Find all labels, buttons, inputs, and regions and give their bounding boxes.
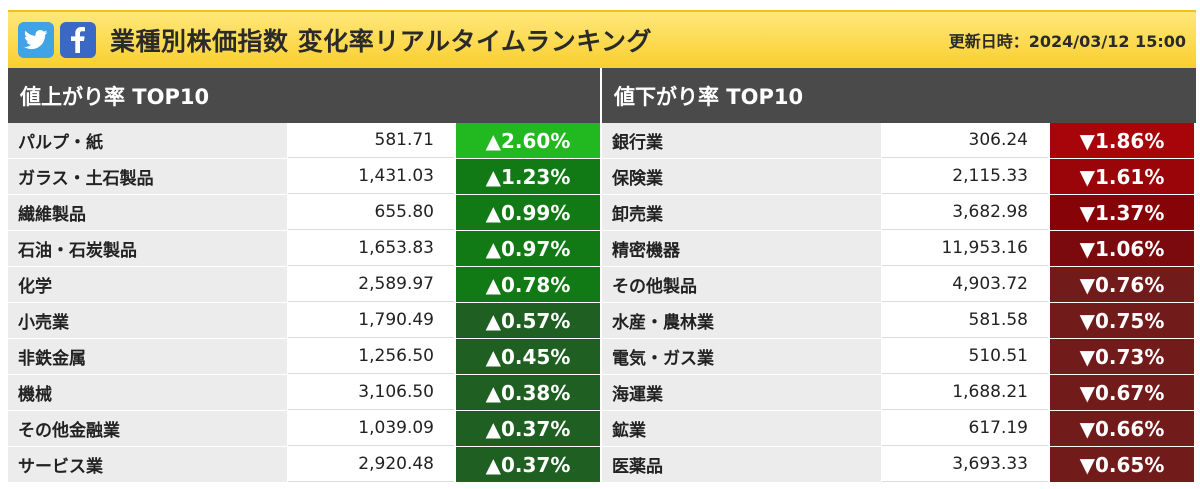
table-row: 水産・農林業 581.58 ▼0.75% — [602, 303, 1196, 339]
change-rate-badge: ▲0.97% — [454, 231, 600, 266]
index-value: 1,653.83 — [288, 231, 454, 266]
sector-name: 非鉄金属 — [8, 339, 288, 374]
change-rate-badge: ▲0.99% — [454, 195, 600, 230]
sector-name: ガラス・土石製品 — [8, 159, 288, 194]
page-title: 業種別株価指数 変化率リアルタイムランキング — [110, 27, 652, 56]
losers-panel: 値下がり率 TOP10 銀行業 306.24 ▼1.86% 保険業 2,115.33 ▼1… — [602, 68, 1196, 483]
twitter-share-button[interactable] — [18, 22, 54, 58]
change-rate-badge: ▼0.66% — [1048, 411, 1194, 446]
index-value: 1,688.21 — [882, 375, 1048, 410]
table-row: 鉱業 617.19 ▼0.66% — [602, 411, 1196, 447]
sector-name: パルプ・紙 — [8, 123, 288, 158]
updated-timestamp: 更新日時：2024/03/12 15:00 — [948, 32, 1186, 51]
sector-name: 銀行業 — [602, 123, 882, 158]
gainers-panel: 値上がり率 TOP10 パルプ・紙 581.71 ▲2.60% ガラス・土石製品 1,4… — [8, 68, 602, 483]
change-rate-badge: ▼0.75% — [1048, 303, 1194, 338]
index-value: 2,589.97 — [288, 267, 454, 302]
losers-table: 銀行業 306.24 ▼1.86% 保険業 2,115.33 ▼1.61% 卸売業 3,682… — [602, 123, 1196, 483]
table-row: 銀行業 306.24 ▼1.86% — [602, 123, 1196, 159]
change-rate-badge: ▼0.65% — [1048, 447, 1194, 482]
table-row: 精密機器 11,953.16 ▼1.06% — [602, 231, 1196, 267]
facebook-share-button[interactable] — [60, 22, 96, 58]
table-row: 非鉄金属 1,256.50 ▲0.45% — [8, 339, 602, 375]
gainers-table: パルプ・紙 581.71 ▲2.60% ガラス・土石製品 1,431.03 ▲1.23% 繊… — [8, 123, 602, 483]
index-value: 2,920.48 — [288, 447, 454, 482]
index-value: 306.24 — [882, 123, 1048, 158]
table-row: その他金融業 1,039.09 ▲0.37% — [8, 411, 602, 447]
change-rate-badge: ▼0.76% — [1048, 267, 1194, 302]
table-row: 機械 3,106.50 ▲0.38% — [8, 375, 602, 411]
sector-name: サービス業 — [8, 447, 288, 482]
table-row: 繊維製品 655.80 ▲0.99% — [8, 195, 602, 231]
index-value: 1,431.03 — [288, 159, 454, 194]
change-rate-badge: ▲0.57% — [454, 303, 600, 338]
index-value: 3,693.33 — [882, 447, 1048, 482]
change-rate-badge: ▲0.37% — [454, 447, 600, 482]
change-rate-badge: ▲2.60% — [454, 123, 600, 158]
sector-name: 電気・ガス業 — [602, 339, 882, 374]
table-row: 卸売業 3,682.98 ▼1.37% — [602, 195, 1196, 231]
sector-name: 機械 — [8, 375, 288, 410]
index-value: 581.58 — [882, 303, 1048, 338]
change-rate-badge: ▲0.37% — [454, 411, 600, 446]
index-value: 3,682.98 — [882, 195, 1048, 230]
change-rate-badge: ▼1.06% — [1048, 231, 1194, 266]
sector-name: その他製品 — [602, 267, 882, 302]
header-bar: 業種別株価指数 変化率リアルタイムランキング 更新日時：2024/03/12 1… — [8, 10, 1196, 68]
index-value: 1,039.09 — [288, 411, 454, 446]
sector-name: 水産・農林業 — [602, 303, 882, 338]
sector-name: 化学 — [8, 267, 288, 302]
index-value: 3,106.50 — [288, 375, 454, 410]
losers-heading: 値下がり率 TOP10 — [602, 68, 1196, 123]
change-rate-badge: ▲0.38% — [454, 375, 600, 410]
sector-name: 小売業 — [8, 303, 288, 338]
table-row: 小売業 1,790.49 ▲0.57% — [8, 303, 602, 339]
change-rate-badge: ▼1.61% — [1048, 159, 1194, 194]
index-value: 2,115.33 — [882, 159, 1048, 194]
table-row: その他製品 4,903.72 ▼0.76% — [602, 267, 1196, 303]
index-value: 11,953.16 — [882, 231, 1048, 266]
table-row: 電気・ガス業 510.51 ▼0.73% — [602, 339, 1196, 375]
change-rate-badge: ▼1.37% — [1048, 195, 1194, 230]
gainers-heading: 値上がり率 TOP10 — [8, 68, 602, 123]
index-value: 581.71 — [288, 123, 454, 158]
index-value: 510.51 — [882, 339, 1048, 374]
index-value: 1,256.50 — [288, 339, 454, 374]
index-value: 1,790.49 — [288, 303, 454, 338]
table-row: サービス業 2,920.48 ▲0.37% — [8, 447, 602, 483]
index-value: 617.19 — [882, 411, 1048, 446]
sector-name: 石油・石炭製品 — [8, 231, 288, 266]
ranking-widget: 業種別株価指数 変化率リアルタイムランキング 更新日時：2024/03/12 1… — [8, 10, 1196, 486]
index-value: 655.80 — [288, 195, 454, 230]
sector-name: 保険業 — [602, 159, 882, 194]
facebook-icon — [71, 27, 85, 53]
table-row: 海運業 1,688.21 ▼0.67% — [602, 375, 1196, 411]
index-value: 4,903.72 — [882, 267, 1048, 302]
twitter-icon — [24, 30, 48, 50]
sector-name: 海運業 — [602, 375, 882, 410]
table-row: ガラス・土石製品 1,431.03 ▲1.23% — [8, 159, 602, 195]
change-rate-badge: ▲0.45% — [454, 339, 600, 374]
sector-name: その他金融業 — [8, 411, 288, 446]
change-rate-badge: ▲0.78% — [454, 267, 600, 302]
change-rate-badge: ▼0.67% — [1048, 375, 1194, 410]
table-row: 石油・石炭製品 1,653.83 ▲0.97% — [8, 231, 602, 267]
table-row: 医薬品 3,693.33 ▼0.65% — [602, 447, 1196, 483]
sector-name: 精密機器 — [602, 231, 882, 266]
change-rate-badge: ▼1.86% — [1048, 123, 1194, 158]
table-row: 化学 2,589.97 ▲0.78% — [8, 267, 602, 303]
sector-name: 医薬品 — [602, 447, 882, 482]
sector-name: 卸売業 — [602, 195, 882, 230]
change-rate-badge: ▲1.23% — [454, 159, 600, 194]
table-row: 保険業 2,115.33 ▼1.61% — [602, 159, 1196, 195]
table-row: パルプ・紙 581.71 ▲2.60% — [8, 123, 602, 159]
change-rate-badge: ▼0.73% — [1048, 339, 1194, 374]
sector-name: 繊維製品 — [8, 195, 288, 230]
sector-name: 鉱業 — [602, 411, 882, 446]
